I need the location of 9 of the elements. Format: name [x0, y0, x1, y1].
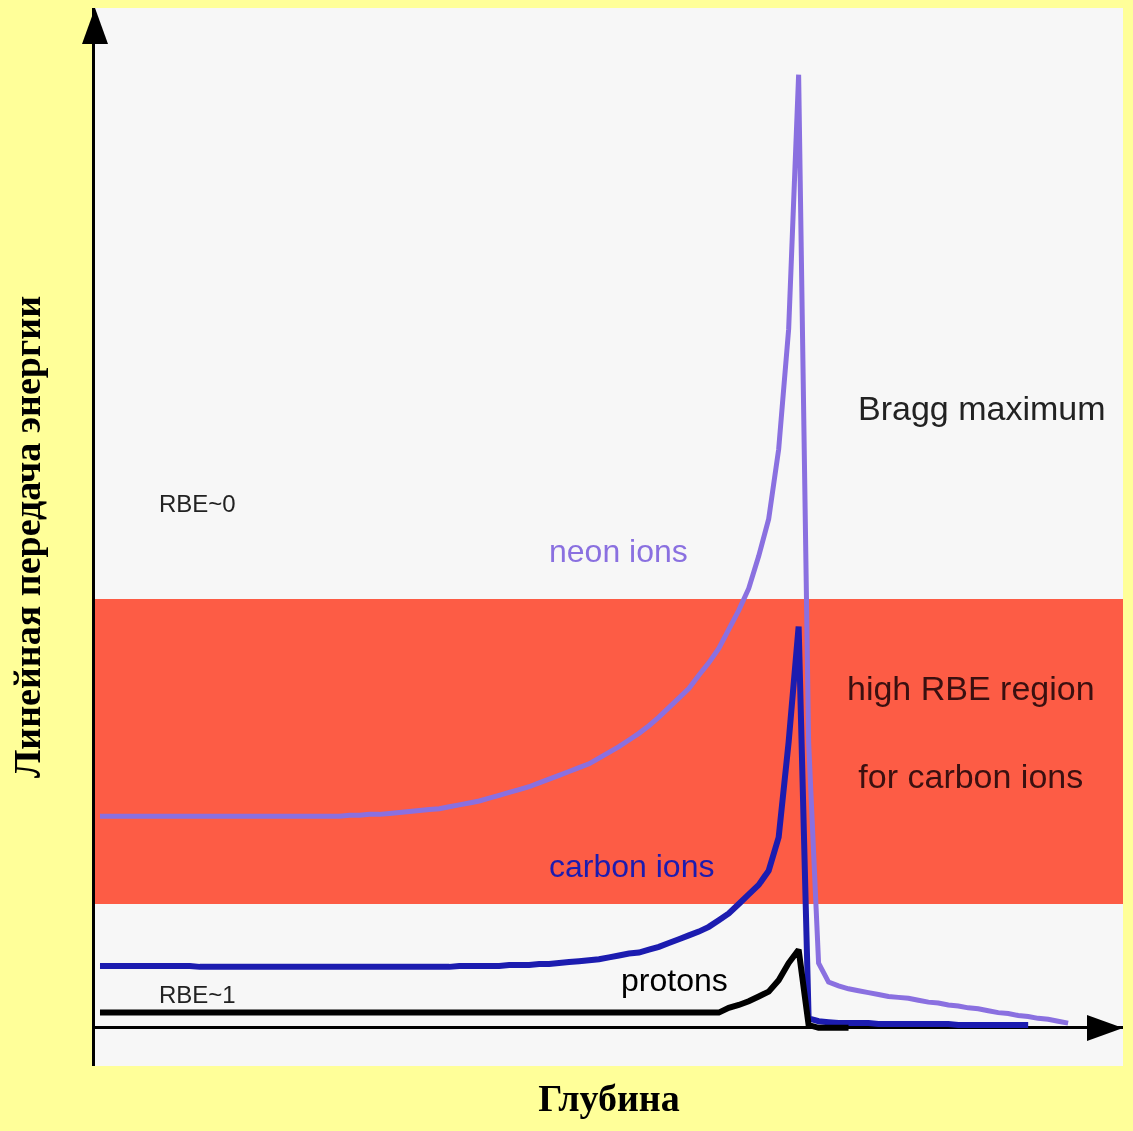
annotation: RBE~1	[159, 981, 236, 1008]
annotation: RBE~0	[159, 490, 236, 517]
annotation: Bragg maximum	[858, 389, 1106, 427]
series-label: protons	[621, 962, 728, 998]
x-axis-title: Глубина	[538, 1077, 680, 1120]
series-label: carbon ions	[549, 848, 715, 884]
text: high RBE region for carbon ions	[847, 669, 1095, 796]
y-axis-title: Линейная передача энергии	[6, 295, 49, 779]
series-label: neon ions	[549, 533, 688, 569]
